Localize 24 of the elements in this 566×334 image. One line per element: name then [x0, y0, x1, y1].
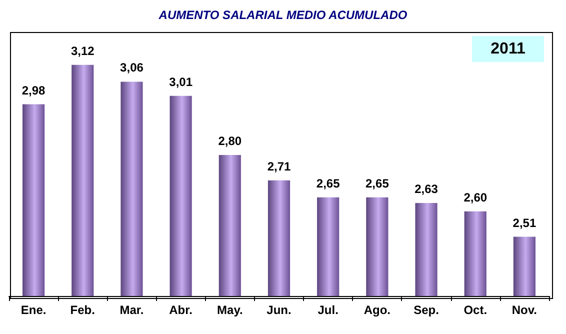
x-tick-label: Mar.: [120, 303, 144, 317]
x-tick-label: Nov.: [512, 303, 538, 317]
data-label: 3,06: [120, 60, 144, 75]
x-tick-label: Abr.: [169, 303, 192, 317]
x-tick-label: Feb.: [70, 303, 95, 317]
x-tick-label: Jul.: [318, 303, 338, 317]
x-tick-label: Ene.: [20, 303, 46, 317]
x-tick-label: Ago.: [364, 303, 391, 317]
chart-title: AUMENTO SALARIAL MEDIO ACUMULADO: [158, 8, 408, 22]
data-label: 3,01: [169, 74, 193, 89]
data-label: 2,63: [414, 182, 438, 196]
data-label: 2,65: [316, 176, 340, 190]
data-label: 2,98: [22, 83, 46, 98]
x-tick-label: Jun.: [266, 303, 292, 317]
data-label: 2,80: [218, 134, 242, 148]
data-label: 2,65: [366, 176, 390, 190]
annotation: 2011: [490, 40, 526, 58]
data-label: 2,71: [267, 159, 291, 174]
x-tick-label: Sep.: [414, 303, 439, 317]
data-label: 2,51: [512, 216, 536, 230]
x-tick-label: May.: [217, 303, 243, 317]
x-tick-label: Oct.: [464, 303, 488, 317]
data-label: 2,60: [464, 190, 488, 204]
data-label: 3,12: [70, 44, 95, 58]
